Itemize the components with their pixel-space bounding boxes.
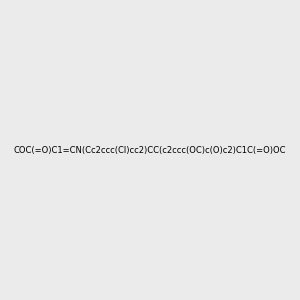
Text: COC(=O)C1=CN(Cc2ccc(Cl)cc2)CC(c2ccc(OC)c(O)c2)C1C(=O)OC: COC(=O)C1=CN(Cc2ccc(Cl)cc2)CC(c2ccc(OC)c… — [14, 146, 286, 154]
